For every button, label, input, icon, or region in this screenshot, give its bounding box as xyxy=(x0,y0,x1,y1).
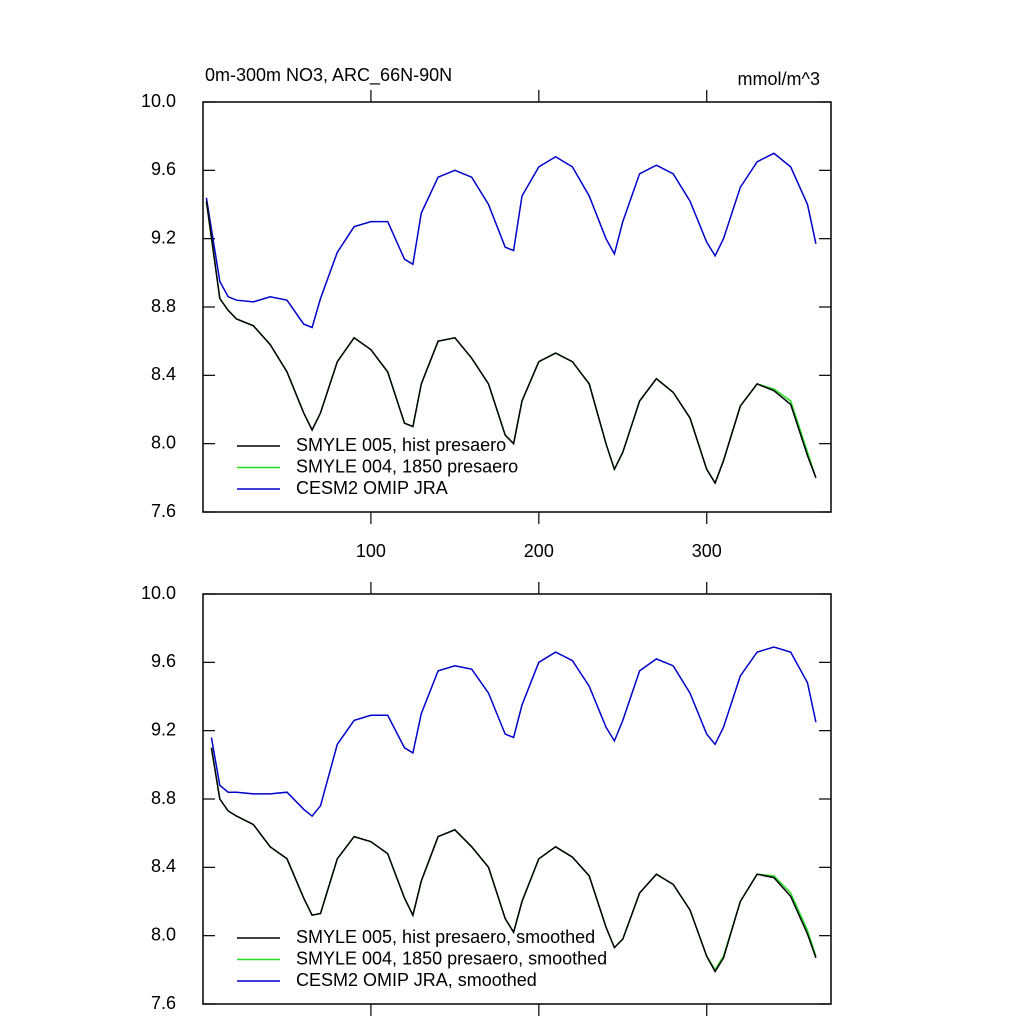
y-tick-label: 9.2 xyxy=(151,227,176,247)
y-tick-label: 10.0 xyxy=(141,91,176,111)
data-line xyxy=(210,747,817,973)
legend-label: SMYLE 005, hist presaero xyxy=(296,435,506,455)
y-tick-label: 8.0 xyxy=(151,924,176,944)
y-tick-label: 10.0 xyxy=(141,583,176,603)
y-tick-label: 8.8 xyxy=(151,296,176,316)
legend-label: SMYLE 004, 1850 presaero, smoothed xyxy=(296,948,607,968)
x-tick-label: 200 xyxy=(524,541,554,561)
chart-title: 0m-300m NO3, ARC_66N-90N xyxy=(205,65,452,86)
legend-label: CESM2 OMIP JRA xyxy=(296,478,448,498)
y-tick-label: 8.8 xyxy=(151,788,176,808)
x-tick-label: 300 xyxy=(692,541,722,561)
x-tick-label: 100 xyxy=(356,541,386,561)
data-line xyxy=(205,200,817,485)
y-tick-label: 8.0 xyxy=(151,432,176,452)
y-tick-label: 8.4 xyxy=(151,856,176,876)
legend-label: CESM2 OMIP JRA, smoothed xyxy=(296,970,537,990)
y-tick-label: 9.6 xyxy=(151,159,176,179)
data-line xyxy=(205,152,817,329)
y-tick-label: 9.2 xyxy=(151,719,176,739)
data-line xyxy=(210,646,817,818)
y-tick-label: 8.4 xyxy=(151,364,176,384)
units-label: mmol/m^3 xyxy=(738,69,820,89)
y-tick-label: 7.6 xyxy=(151,993,176,1013)
legend-label: SMYLE 005, hist presaero, smoothed xyxy=(296,927,595,947)
y-tick-label: 7.6 xyxy=(151,501,176,521)
y-tick-label: 9.6 xyxy=(151,651,176,671)
legend-label: SMYLE 004, 1850 presaero xyxy=(296,456,518,476)
